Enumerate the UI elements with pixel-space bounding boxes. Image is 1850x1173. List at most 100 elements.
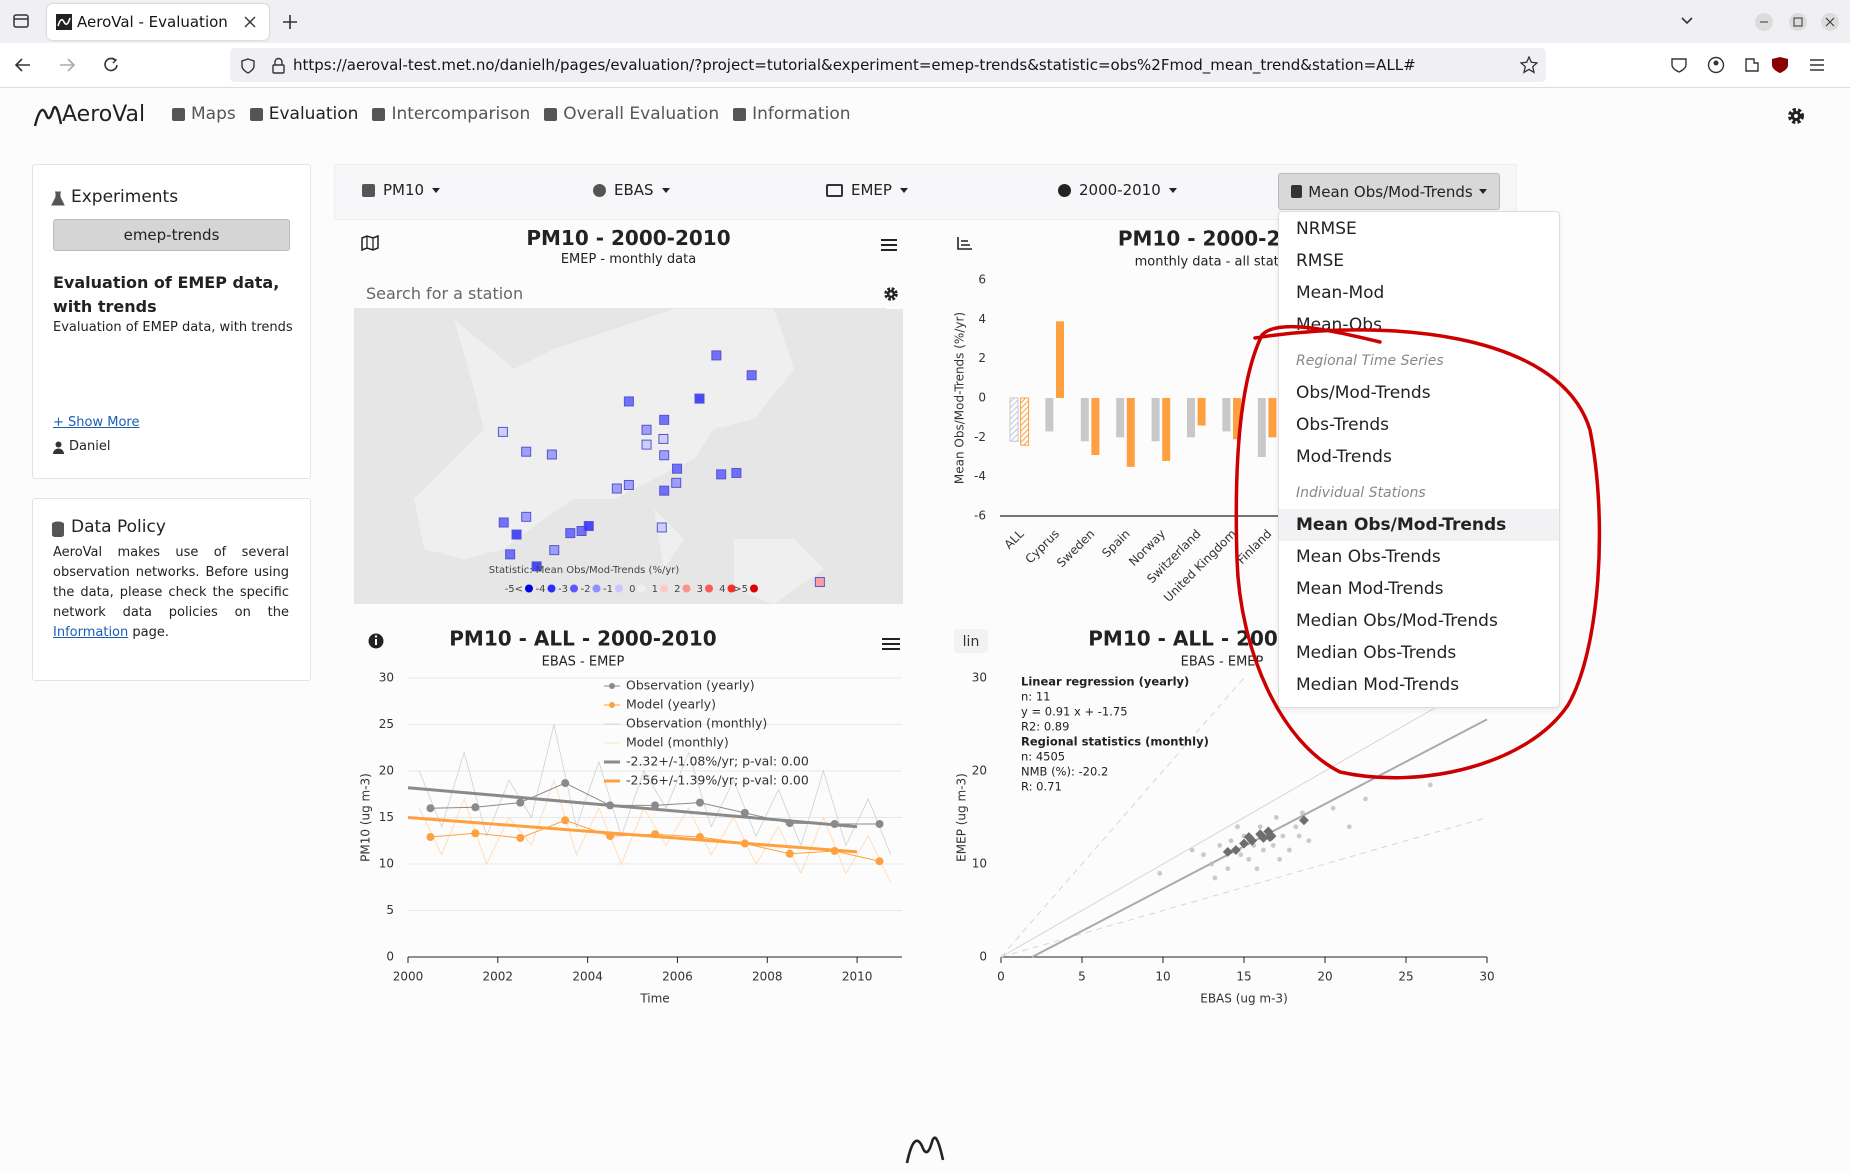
station-marker[interactable] [498,517,509,528]
experiment-title: Evaluation of EMEP data, with trends [53,273,280,316]
station-marker[interactable] [521,511,532,522]
scale-button[interactable] [954,629,988,653]
map-legend-label: 1 [652,584,658,595]
menu-item[interactable]: Obs/Mod-Trends [1296,383,1431,403]
x-tick-label: 0 [997,970,1005,984]
settings-gear[interactable] [1786,106,1806,126]
brand-name[interactable]: AeroVal [62,102,146,127]
toolbar-icons[interactable] [1670,55,1840,77]
experiment-button[interactable]: emep-trends [53,219,290,251]
station-marker[interactable] [671,477,682,488]
station-marker[interactable] [659,414,670,425]
station-marker[interactable] [611,483,622,494]
data-point [561,816,570,825]
nav-item[interactable]: Overall Evaluation [544,104,719,124]
menu-item[interactable]: Mean Obs-Trends [1296,547,1441,567]
station-marker[interactable] [711,350,722,361]
menu-item[interactable]: Median Obs-Trends [1296,643,1457,663]
menu-item[interactable]: Mean Mod-Trends [1296,579,1444,599]
bookmark-star[interactable] [1520,56,1538,74]
station-marker[interactable] [623,479,634,490]
menu-item[interactable]: Mod-Trends [1296,447,1392,467]
menu-icon[interactable] [882,638,900,650]
url-bar[interactable]: https://aeroval-test.met.no/danielh/page… [230,48,1546,82]
observation-dropdown[interactable]: EBAS [593,181,670,199]
chart-icon[interactable] [957,237,972,250]
x-tick-label: 15 [1236,970,1251,984]
search-settings[interactable] [883,286,899,302]
menu-item[interactable]: Mean Obs/Mod-Trends [1279,509,1559,541]
legend-label: -2.32+/-1.08%/yr; p-val: 0.00 [626,754,809,769]
show-more-link[interactable]: + Show More [53,415,140,430]
menu-item[interactable]: Median Obs/Mod-Trends [1296,611,1498,631]
nav-buttons[interactable] [12,55,132,75]
data-point [740,839,749,848]
menu-item[interactable]: RMSE [1296,251,1345,271]
model-dropdown[interactable]: EMEP [826,181,908,199]
station-marker[interactable] [814,576,825,587]
bar [1268,398,1277,438]
station-search[interactable]: Search for a station [354,280,886,309]
station-marker[interactable] [549,545,560,556]
map-legend-swatch [525,584,533,593]
station-marker[interactable] [658,433,669,444]
data-point [875,820,884,829]
nav-item[interactable]: Intercomparison [372,104,530,124]
window-controls[interactable] [1680,12,1840,32]
station-marker[interactable] [672,463,683,474]
bar [1091,398,1100,456]
station-marker[interactable] [694,393,705,404]
station-marker[interactable] [505,549,516,560]
station-marker[interactable] [511,529,522,540]
station-marker[interactable] [746,370,757,381]
data-point [1225,866,1231,872]
nav-item[interactable]: Maps [172,104,236,124]
dropdown-label: Mean Obs/Mod-Trends [1308,182,1473,201]
station-marker[interactable] [521,446,532,457]
tab-close[interactable] [244,16,256,28]
station-marker[interactable] [659,450,670,461]
station-marker[interactable] [641,424,652,435]
browser-tab[interactable]: AeroVal - Evaluation [47,4,269,40]
nav-label: Evaluation [268,104,359,124]
map-icon[interactable] [361,235,379,251]
station-marker[interactable] [497,426,508,437]
menu-item[interactable]: Obs-Trends [1296,415,1389,435]
tab-list-icon[interactable] [12,12,30,30]
data-point [1296,833,1302,839]
station-marker[interactable] [731,467,742,478]
nav-item[interactable]: Information [733,104,851,124]
menu-item[interactable]: Mean-Obs [1296,315,1382,335]
data-point [1157,870,1163,876]
station-marker[interactable] [531,561,542,572]
menu-icon[interactable] [880,238,898,252]
brand-logo[interactable] [33,102,63,128]
map-legend-swatch [592,584,601,593]
station-marker[interactable] [583,521,594,532]
menu-item[interactable]: Mean-Mod [1296,283,1385,303]
station-marker[interactable] [641,439,652,450]
station-marker[interactable] [656,522,667,533]
data-point [1254,866,1260,872]
map-legend-swatch [705,584,713,593]
y-tick-label: -4 [974,469,986,483]
station-marker[interactable] [623,396,634,407]
station-marker[interactable] [659,485,670,496]
menu-header: Individual Stations [1296,485,1426,501]
series-line [407,786,858,829]
statistic-dropdown[interactable]: Mean Obs/Mod-Trends [1278,173,1500,210]
series-line [418,778,892,883]
policy-link[interactable]: Information [53,625,129,640]
caret [1168,187,1177,193]
station-marker[interactable] [716,469,727,480]
station-map[interactable]: Statistic: Mean Obs/Mod-Trends (%/yr) -5<… [354,309,903,604]
new-tab[interactable] [282,14,298,30]
station-marker[interactable] [546,449,557,460]
menu-item[interactable]: Median Mod-Trends [1296,675,1460,695]
menu-item[interactable]: NRMSE [1296,219,1357,239]
variable-dropdown[interactable]: PM10 [362,181,441,199]
data-point [740,808,749,817]
period-dropdown[interactable]: 2000-2010 [1058,181,1177,199]
station-marker[interactable] [565,528,576,539]
nav-item[interactable]: Evaluation [249,104,359,124]
